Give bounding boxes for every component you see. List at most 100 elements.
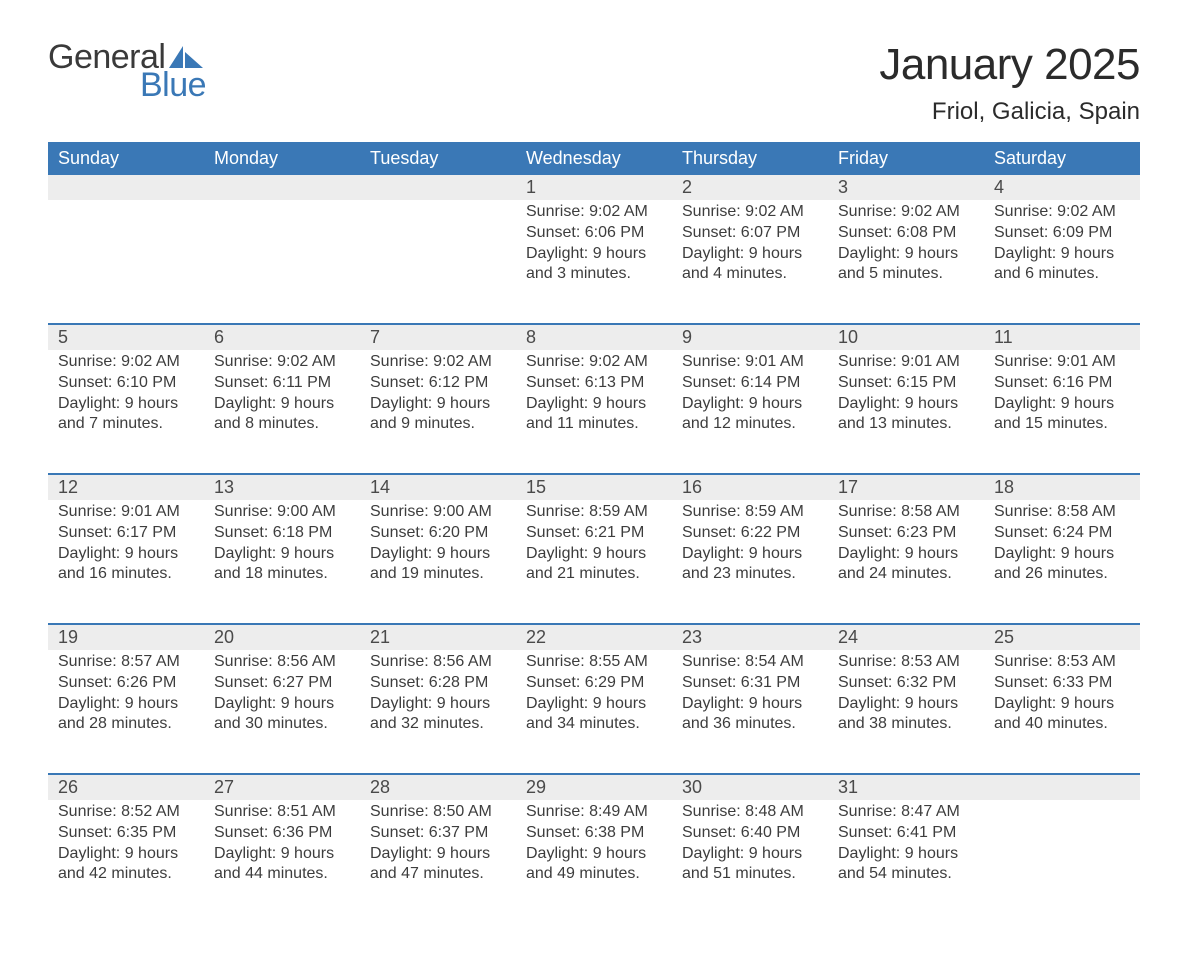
sunrise-value: 9:01 AM bbox=[745, 353, 804, 370]
daylight-label: Daylight: bbox=[370, 695, 432, 712]
day-number-row: 25 bbox=[984, 625, 1140, 650]
sunrise-value: 8:53 AM bbox=[901, 653, 960, 670]
daylight-line: Daylight: 9 hours and 15 minutes. bbox=[994, 394, 1134, 436]
day-number-row: 24 bbox=[828, 625, 984, 650]
sunset-label: Sunset: bbox=[682, 374, 736, 391]
sunset-label: Sunset: bbox=[526, 524, 580, 541]
daylight-line: Daylight: 9 hours and 42 minutes. bbox=[58, 844, 198, 886]
day-body: Sunrise: 8:58 AMSunset: 6:24 PMDaylight:… bbox=[990, 502, 1134, 585]
day-number-row: 0 bbox=[984, 775, 1140, 800]
day-number: 5 bbox=[58, 327, 68, 347]
weekday-header: Wednesday bbox=[516, 142, 672, 175]
day-number-row: 14 bbox=[360, 475, 516, 500]
sunrise-label: Sunrise: bbox=[838, 803, 897, 820]
sunrise-label: Sunrise: bbox=[682, 203, 741, 220]
sunset-line: Sunset: 6:24 PM bbox=[994, 523, 1134, 544]
day-cell: 21Sunrise: 8:56 AMSunset: 6:28 PMDayligh… bbox=[360, 625, 516, 745]
calendar-page: General Blue January 2025 Friol, Galicia… bbox=[0, 0, 1188, 955]
daylight-line: Daylight: 9 hours and 38 minutes. bbox=[838, 694, 978, 736]
sunset-line: Sunset: 6:12 PM bbox=[370, 373, 510, 394]
sunset-label: Sunset: bbox=[214, 674, 268, 691]
day-body: Sunrise: 8:47 AMSunset: 6:41 PMDaylight:… bbox=[834, 802, 978, 885]
day-cell: 22Sunrise: 8:55 AMSunset: 6:29 PMDayligh… bbox=[516, 625, 672, 745]
sunrise-label: Sunrise: bbox=[58, 653, 117, 670]
sunrise-label: Sunrise: bbox=[682, 653, 741, 670]
week-row: 5 Sunrise: 9:02 AMSunset: 6:10 PMDaylight… bbox=[48, 323, 1140, 445]
sunrise-value: 8:56 AM bbox=[277, 653, 336, 670]
day-body: Sunrise: 9:02 AMSunset: 6:12 PMDaylight:… bbox=[366, 352, 510, 435]
daylight-label: Daylight: bbox=[58, 395, 120, 412]
daylight-label: Daylight: bbox=[370, 545, 432, 562]
sunset-line: Sunset: 6:41 PM bbox=[838, 823, 978, 844]
sunrise-label: Sunrise: bbox=[370, 353, 429, 370]
sunset-value: 6:28 PM bbox=[429, 674, 489, 691]
sunrise-value: 9:02 AM bbox=[901, 203, 960, 220]
daylight-line: Daylight: 9 hours and 47 minutes. bbox=[370, 844, 510, 886]
daylight-label: Daylight: bbox=[838, 695, 900, 712]
sunset-label: Sunset: bbox=[58, 674, 112, 691]
day-body: Sunrise: 9:02 AMSunset: 6:13 PMDaylight:… bbox=[522, 352, 666, 435]
day-cell: 30Sunrise: 8:48 AMSunset: 6:40 PMDayligh… bbox=[672, 775, 828, 895]
day-body: Sunrise: 8:52 AMSunset: 6:35 PMDaylight:… bbox=[54, 802, 198, 885]
sunrise-value: 8:51 AM bbox=[277, 803, 336, 820]
daylight-line: Daylight: 9 hours and 51 minutes. bbox=[682, 844, 822, 886]
sunset-line: Sunset: 6:36 PM bbox=[214, 823, 354, 844]
sunrise-line: Sunrise: 9:00 AM bbox=[214, 502, 354, 523]
day-cell: 9Sunrise: 9:01 AMSunset: 6:14 PMDaylight… bbox=[672, 325, 828, 445]
daylight-label: Daylight: bbox=[58, 695, 120, 712]
sunrise-value: 9:02 AM bbox=[589, 353, 648, 370]
sunrise-label: Sunrise: bbox=[838, 353, 897, 370]
header: General Blue January 2025 Friol, Galicia… bbox=[48, 40, 1140, 126]
daylight-label: Daylight: bbox=[58, 545, 120, 562]
sunrise-line: Sunrise: 9:00 AM bbox=[370, 502, 510, 523]
daylight-line: Daylight: 9 hours and 36 minutes. bbox=[682, 694, 822, 736]
sunrise-value: 9:01 AM bbox=[901, 353, 960, 370]
day-body: Sunrise: 9:02 AMSunset: 6:10 PMDaylight:… bbox=[54, 352, 198, 435]
sunset-value: 6:17 PM bbox=[117, 524, 177, 541]
day-body: Sunrise: 8:56 AMSunset: 6:28 PMDaylight:… bbox=[366, 652, 510, 735]
sunrise-value: 9:00 AM bbox=[277, 503, 336, 520]
day-number-row: 4 bbox=[984, 175, 1140, 200]
sunrise-line: Sunrise: 8:55 AM bbox=[526, 652, 666, 673]
daylight-line: Daylight: 9 hours and 44 minutes. bbox=[214, 844, 354, 886]
daylight-label: Daylight: bbox=[994, 545, 1056, 562]
sunset-line: Sunset: 6:07 PM bbox=[682, 223, 822, 244]
sunset-line: Sunset: 6:09 PM bbox=[994, 223, 1134, 244]
sunrise-label: Sunrise: bbox=[994, 203, 1053, 220]
day-cell: 5 Sunrise: 9:02 AMSunset: 6:10 PMDaylight… bbox=[48, 325, 204, 445]
day-number-row: 26 bbox=[48, 775, 204, 800]
sunrise-value: 8:52 AM bbox=[121, 803, 180, 820]
sunset-label: Sunset: bbox=[994, 524, 1048, 541]
sunset-line: Sunset: 6:17 PM bbox=[58, 523, 198, 544]
day-cell: 17Sunrise: 8:58 AMSunset: 6:23 PMDayligh… bbox=[828, 475, 984, 595]
sunset-line: Sunset: 6:06 PM bbox=[526, 223, 666, 244]
sunset-line: Sunset: 6:08 PM bbox=[838, 223, 978, 244]
daylight-line: Daylight: 9 hours and 11 minutes. bbox=[526, 394, 666, 436]
sunrise-value: 9:01 AM bbox=[121, 503, 180, 520]
sunset-line: Sunset: 6:27 PM bbox=[214, 673, 354, 694]
sunset-label: Sunset: bbox=[370, 524, 424, 541]
day-cell: 0 bbox=[48, 175, 204, 295]
sunrise-line: Sunrise: 9:02 AM bbox=[994, 202, 1134, 223]
sunrise-line: Sunrise: 9:02 AM bbox=[526, 352, 666, 373]
day-body: Sunrise: 9:01 AMSunset: 6:14 PMDaylight:… bbox=[678, 352, 822, 435]
weeks-container: 0001Sunrise: 9:02 AMSunset: 6:06 PMDayli… bbox=[48, 175, 1140, 895]
daylight-line: Daylight: 9 hours and 21 minutes. bbox=[526, 544, 666, 586]
sunset-line: Sunset: 6:38 PM bbox=[526, 823, 666, 844]
day-number-row: 0 bbox=[204, 175, 360, 200]
daylight-label: Daylight: bbox=[214, 695, 276, 712]
day-cell: 26Sunrise: 8:52 AMSunset: 6:35 PMDayligh… bbox=[48, 775, 204, 895]
sunrise-line: Sunrise: 9:02 AM bbox=[58, 352, 198, 373]
sunset-line: Sunset: 6:26 PM bbox=[58, 673, 198, 694]
sunrise-line: Sunrise: 9:01 AM bbox=[838, 352, 978, 373]
daylight-line: Daylight: 9 hours and 19 minutes. bbox=[370, 544, 510, 586]
sunset-label: Sunset: bbox=[838, 374, 892, 391]
sunset-value: 6:26 PM bbox=[117, 674, 177, 691]
sunrise-label: Sunrise: bbox=[682, 803, 741, 820]
day-number: 14 bbox=[370, 477, 390, 497]
sunset-value: 6:31 PM bbox=[741, 674, 801, 691]
day-body: Sunrise: 8:59 AMSunset: 6:22 PMDaylight:… bbox=[678, 502, 822, 585]
day-cell: 13Sunrise: 9:00 AMSunset: 6:18 PMDayligh… bbox=[204, 475, 360, 595]
sunrise-value: 8:58 AM bbox=[901, 503, 960, 520]
sunrise-value: 9:02 AM bbox=[277, 353, 336, 370]
